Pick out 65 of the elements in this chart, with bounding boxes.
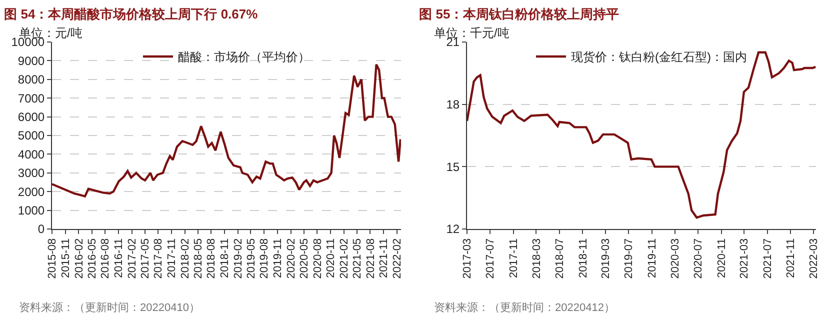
line-series [467, 51, 816, 219]
chart-title: 图 54：本周醋酸市场价格较上周下行 0.67% [4, 6, 258, 22]
y-tick-label: 8000 [18, 72, 45, 87]
x-tick-label: 2020-02 [285, 238, 298, 279]
x-tick-label: 2019-05 [245, 238, 258, 279]
text: 资料来源：（更新时间：20220412） [434, 301, 615, 314]
legend-label: 醋酸：市场价（平均价） [178, 50, 310, 64]
y-tick-label: 1000 [18, 204, 45, 218]
y-tick-label: 5000 [18, 128, 45, 143]
x-tick-label: 2016-02 [73, 238, 86, 279]
x-tick-label: 2020-11 [325, 238, 338, 278]
x-tick-label: 2018-05 [192, 238, 204, 279]
x-tick-label: 2020-11 [716, 238, 728, 278]
y-tick-label: 7000 [18, 91, 45, 106]
x-tick-label: 2021-03 [738, 238, 751, 279]
x-tick-label: 2016-11 [113, 238, 126, 278]
x-tick-label: 2021-11 [785, 238, 798, 278]
y-tick-label: 0 [38, 222, 45, 236]
x-tick-label: 2017-02 [126, 238, 138, 279]
x-tick-label: 2017-08 [152, 238, 165, 279]
x-tick-label: 2019-11 [272, 238, 284, 278]
x-tick-label: 2016-05 [86, 238, 98, 279]
x-tick-label: 2021-02 [338, 238, 351, 279]
x-tick-label: 2020-08 [312, 238, 324, 279]
y-tick-label: 2000 [18, 184, 45, 199]
x-tick-label: 2017-07 [484, 238, 497, 279]
y-tick-label: 12 [446, 222, 460, 236]
y-axis-title: 单位：千元/吨 [434, 26, 510, 40]
x-tick-label: 2019-02 [232, 238, 244, 279]
x-tick-label: 2015-11 [60, 238, 72, 278]
x-tick-label: 2018-07 [554, 238, 566, 279]
x-tick-label: 2020-03 [669, 238, 682, 279]
y-tick-label: 15 [446, 160, 460, 174]
x-tick-label: 2022-03 [808, 238, 820, 279]
text: 资料来源：（更新时间：20220410） [19, 301, 200, 314]
x-tick-label: 2020-07 [692, 238, 705, 279]
x-tick-label: 2021-08 [364, 238, 377, 279]
chart-title: 图 55：本周钛白粉价格较上周持平 [419, 6, 620, 22]
x-tick-label: 2021-05 [351, 238, 364, 279]
x-tick-label: 2017-05 [139, 238, 152, 279]
x-tick-label: 2019-03 [600, 238, 612, 279]
x-tick-label: 2017-11 [508, 238, 520, 278]
y-tick-label: 18 [446, 98, 460, 112]
x-tick-label: 2018-03 [530, 238, 543, 279]
x-tick-label: 2018-11 [219, 238, 232, 278]
line-series [52, 63, 401, 198]
x-tick-label: 2021-11 [378, 238, 390, 278]
y-tick-label: 9000 [18, 54, 45, 68]
x-tick-label: 2015-08 [46, 238, 59, 279]
x-tick-label: 2019-08 [258, 238, 271, 279]
x-tick-label: 2020-05 [298, 238, 310, 279]
y-tick-label: 4000 [18, 147, 45, 162]
x-tick-label: 2017-11 [166, 238, 178, 278]
y-tick-label: 3000 [18, 166, 45, 180]
y-tick-label: 6000 [18, 110, 45, 124]
legend-label: 现货价：钛白粉(金红石型)：国内 [571, 50, 747, 64]
x-tick-label: 2018-08 [206, 238, 218, 279]
x-tick-label: 2017-03 [462, 238, 474, 279]
x-tick-label: 2021-07 [762, 238, 774, 279]
x-tick-label: 2016-08 [100, 238, 112, 279]
x-tick-label: 2018-11 [577, 238, 590, 278]
x-tick-label: 2019-11 [646, 238, 659, 278]
x-tick-label: 2018-02 [179, 238, 192, 279]
x-tick-label: 2022-02 [392, 238, 404, 279]
x-tick-label: 2019-07 [623, 238, 636, 279]
